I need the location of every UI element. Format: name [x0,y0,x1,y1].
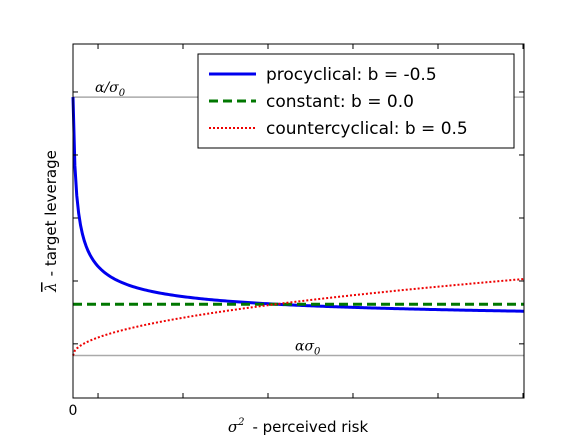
legend-label-1: constant: b = 0.0 [266,92,414,112]
x-axis-label: σ2- perceived risk [228,417,369,436]
reference-line-label-0: α/σ0 [95,80,126,99]
plot-frame [72,43,525,399]
series-line-2 [72,278,525,356]
reference-line-label-1: ασ0 [295,339,321,358]
legend-box [197,53,515,149]
x-tick-label-0: 0 [69,403,78,419]
legend-label-0: procyclical: b = -0.5 [266,65,437,85]
legend: procyclical: b = -0.5 constant: b = 0.0 co… [197,53,515,149]
legend-label-2: countercyclical: b = 0.5 [266,119,468,139]
y-axis-label: λ- target leverage [42,150,60,293]
